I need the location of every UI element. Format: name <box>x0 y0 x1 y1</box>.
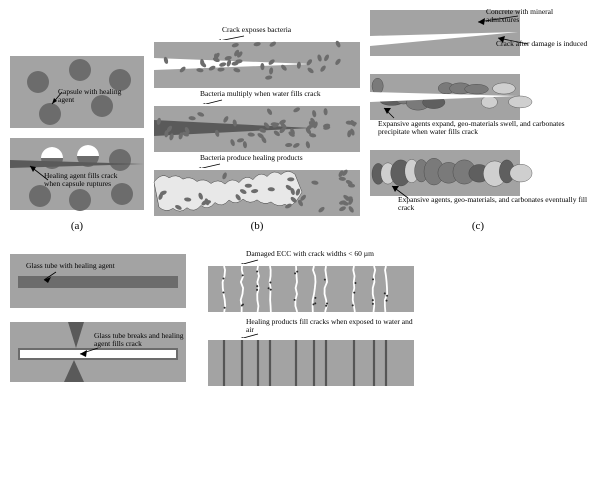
label-a1: Capsule with healing agent <box>58 88 128 104</box>
panel-c2: Expansive agents expand, geo-materials s… <box>368 72 588 148</box>
col-a: Capsule with healing agent Healing agent… <box>8 52 146 232</box>
panel-c3: Expansive agents, geo-materials, and car… <box>368 148 588 218</box>
label-b1: Crack exposes bacteria <box>222 26 342 34</box>
label-b1-box: Crack exposes bacteria <box>152 26 362 40</box>
panel-e1 <box>206 264 416 314</box>
label-b2: Bacteria multiply when water fills crack <box>200 90 360 98</box>
panel-b3 <box>152 168 362 218</box>
label-b3-box: Bacteria produce healing products <box>152 154 362 168</box>
panel-b2 <box>152 104 362 154</box>
label-a2: Healing agent fills crack when capsule r… <box>44 172 122 188</box>
label-b3: Bacteria produce healing products <box>200 154 360 162</box>
row-1: Capsule with healing agent Healing agent… <box>8 8 592 232</box>
caption-a: (a) <box>8 220 146 232</box>
label-d2: Glass tube breaks and healing agent fill… <box>94 332 188 348</box>
panel-c1: Concrete with mineral admixtures Crack a… <box>368 8 588 72</box>
label-e1: Damaged ECC with crack widths < 60 µm <box>246 250 416 258</box>
label-e2: Healing products fill cracks when expose… <box>246 318 416 334</box>
panel-a-bottom: Healing agent fills crack when capsule r… <box>8 134 146 218</box>
col-b: Crack exposes bacteria Bacteria multiply… <box>152 26 362 232</box>
label-e2-box: Healing products fill cracks when expose… <box>206 318 416 338</box>
label-e1-box: Damaged ECC with crack widths < 60 µm <box>206 250 416 264</box>
label-d1: Glass tube with healing agent <box>26 262 176 270</box>
panel-b1 <box>152 40 362 90</box>
panel-a-top: Capsule with healing agent <box>8 52 146 134</box>
col-c: Concrete with mineral admixtures Crack a… <box>368 8 588 232</box>
label-c2: Crack after damage is induced <box>496 40 588 48</box>
col-d: Glass tube with healing agent Glass tube… <box>8 250 188 394</box>
caption-c: (c) <box>368 220 588 232</box>
panel-d1: Glass tube with healing agent <box>8 250 188 312</box>
label-c1: Concrete with mineral admixtures <box>486 8 588 22</box>
row-2: Glass tube with healing agent Glass tube… <box>8 250 592 394</box>
label-c3: Expansive agents expand, geo-materials s… <box>378 120 588 136</box>
label-c4: Expansive agents, geo-materials, and car… <box>398 196 588 212</box>
col-e: Damaged ECC with crack widths < 60 µm He… <box>206 250 416 394</box>
caption-b: (b) <box>152 220 362 232</box>
panel-d2: Glass tube breaks and healing agent fill… <box>8 318 188 394</box>
panel-e2 <box>206 338 416 388</box>
label-b2-box: Bacteria multiply when water fills crack <box>152 90 362 104</box>
